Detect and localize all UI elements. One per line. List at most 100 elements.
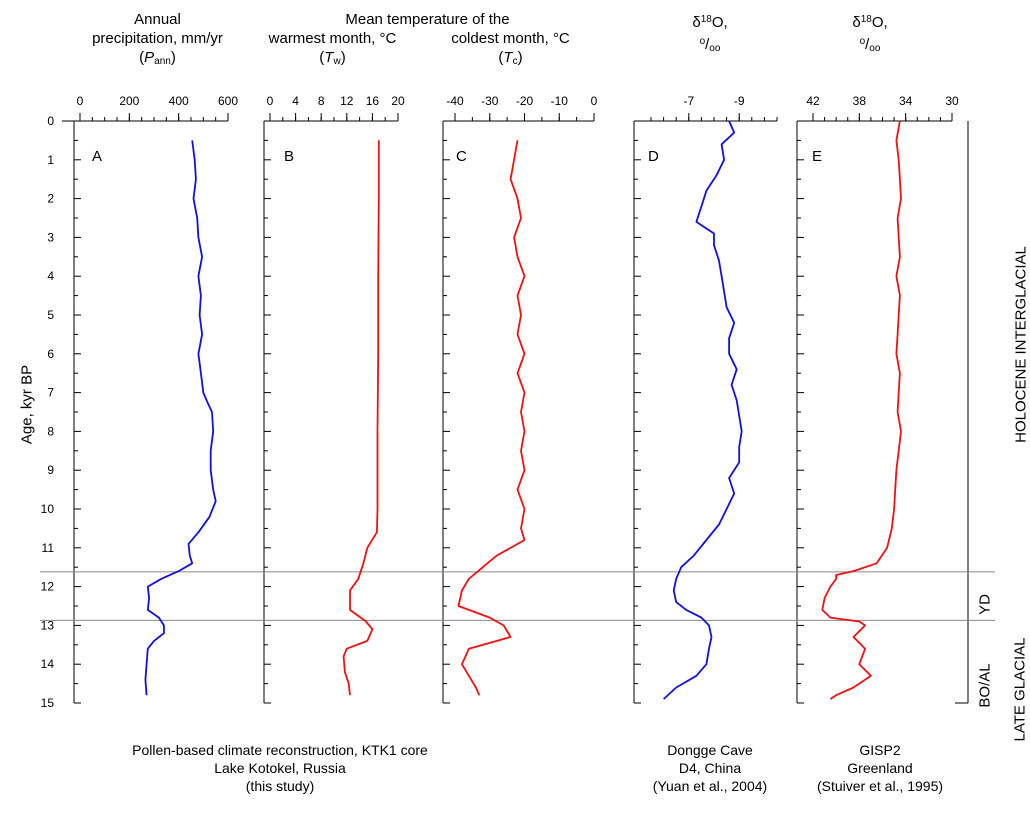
- x-tick-label: 0: [591, 94, 598, 108]
- header-precipitation-line2: precipitation, mm/yr: [92, 30, 223, 47]
- footer-pollen-line3: (this study): [245, 778, 315, 794]
- symbol-p-sub: ann: [154, 56, 171, 67]
- panel-label-a: A: [92, 148, 102, 165]
- y-tick-label: 11: [42, 541, 55, 555]
- isotope-mass: 18: [860, 14, 872, 25]
- y-tick-label: 0: [47, 114, 54, 128]
- y-tick-label: 15: [41, 696, 55, 710]
- period-yd: YD: [976, 594, 994, 615]
- panel-label-e: E: [812, 148, 822, 165]
- footer-gisp2: GISP2 Greenland (Stuiver et al., 1995): [800, 741, 960, 795]
- header-d18o-gisp2-line1: δ18O,: [815, 10, 925, 32]
- footer-pollen-line2: Lake Kotokel, Russia: [214, 760, 346, 776]
- series-line-c: [457, 140, 526, 696]
- x-tick-label: 0: [77, 94, 84, 108]
- y-tick-label: 8: [47, 424, 54, 438]
- header-precipitation: Annual precipitation, mm/yr (Pann): [70, 10, 245, 71]
- footer-gisp2-line3: (Stuiver et al., 1995): [816, 778, 944, 794]
- y-axis-label: Age, kyr BP: [18, 364, 36, 445]
- header-coldest-symbol: (Tc): [498, 49, 523, 67]
- y-tick-label: 9: [47, 463, 54, 477]
- symbol-p: P: [144, 49, 155, 66]
- footer-gisp2-line2: Greenland: [847, 760, 913, 776]
- oxygen-symbol: O,: [711, 14, 728, 31]
- symbol-tc-sub: c: [512, 56, 518, 67]
- x-tick-label: -9: [734, 94, 745, 108]
- x-tick-label: 16: [366, 94, 380, 108]
- footer-dongge-line2: D4, China: [678, 760, 742, 776]
- period-holocene: HOLOCENE INTERGLACIAL: [1012, 246, 1030, 443]
- y-tick-label: 6: [47, 347, 54, 361]
- x-tick-label: 20: [391, 94, 405, 108]
- x-tick-label: -40: [446, 94, 464, 108]
- y-tick-label: 2: [47, 192, 54, 206]
- footer-dongge-line3: (Yuan et al., 2004): [652, 778, 768, 794]
- symbol-tw: T: [324, 49, 334, 66]
- x-tick-label: -10: [551, 94, 569, 108]
- footer-dongge: Dongge Cave D4, China (Yuan et al., 2004…: [630, 741, 790, 795]
- y-tick-label: 13: [41, 618, 55, 632]
- header-d18o-gisp2: δ18O, o/oo: [815, 10, 925, 58]
- permil-sup: o: [699, 36, 706, 47]
- curves-layer: [144, 120, 902, 700]
- footer-dongge-line1: Dongge Cave: [667, 742, 753, 758]
- y-tick-label: 7: [47, 386, 54, 400]
- symbol-tc: T: [503, 49, 513, 66]
- x-tick-label: 30: [945, 94, 959, 108]
- panel-label-b: B: [284, 148, 294, 165]
- header-mean-temperature-title: Mean temperature of the: [345, 11, 510, 28]
- permil-sup: o: [859, 36, 866, 47]
- period-boal: BO/AL: [976, 663, 994, 708]
- header-d18o-dongge: δ18O, o/oo: [655, 10, 765, 58]
- delta-symbol: δ: [692, 14, 701, 31]
- footer-gisp2-line1: GISP2: [859, 742, 901, 758]
- x-tick-label: 0: [267, 94, 274, 108]
- isotope-mass: 18: [700, 14, 712, 25]
- header-coldest-line: coldest month, °C: [451, 30, 570, 47]
- x-tick-label: 8: [318, 94, 325, 108]
- series-line-d: [662, 120, 743, 700]
- period-late-glacial: LATE GLACIAL: [1011, 637, 1029, 742]
- delta-symbol: δ: [852, 14, 861, 31]
- header-coldest: coldest month, °C (Tc): [428, 29, 593, 71]
- header-precipitation-line1: Annual: [134, 11, 181, 28]
- y-tick-label: 14: [41, 657, 55, 671]
- x-tick-label: 200: [119, 94, 139, 108]
- series-line-a: [144, 140, 217, 696]
- header-mean-temperature: Mean temperature of the: [255, 10, 600, 29]
- x-tick-label: -30: [481, 94, 499, 108]
- x-tick-label: 400: [169, 94, 189, 108]
- header-d18o-gisp2-unit: o/oo: [859, 36, 881, 54]
- x-tick-label: 12: [340, 94, 354, 108]
- header-warmest: warmest month, °C (Tw): [250, 29, 415, 71]
- header-d18o-dongge-line1: δ18O,: [655, 10, 765, 32]
- panel-label-c: C: [456, 148, 467, 165]
- x-tick-label: 34: [899, 94, 913, 108]
- x-tick-label: 38: [853, 94, 867, 108]
- permil-sub: oo: [869, 43, 881, 54]
- x-tick-label: 42: [806, 94, 820, 108]
- series-line-b: [342, 140, 380, 696]
- header-d18o-dongge-unit: o/oo: [699, 36, 721, 54]
- y-tick-label: 10: [41, 502, 55, 516]
- permil-sub: oo: [709, 43, 721, 54]
- header-warmest-symbol: (Tw): [319, 49, 346, 67]
- footer-pollen-line1: Pollen-based climate reconstruction, KTK…: [132, 742, 428, 758]
- y-tick-label: 1: [47, 153, 54, 167]
- series-line-e: [821, 120, 902, 700]
- x-tick-label: -7: [683, 94, 694, 108]
- y-tick-label: 4: [47, 269, 54, 283]
- panel-label-d: D: [648, 148, 659, 165]
- oxygen-symbol: O,: [871, 14, 888, 31]
- header-warmest-line: warmest month, °C: [268, 30, 397, 47]
- y-tick-label: 3: [47, 230, 54, 244]
- symbol-tw-sub: w: [333, 56, 341, 67]
- x-tick-label: 600: [218, 94, 238, 108]
- y-tick-label: 5: [47, 308, 54, 322]
- header-precipitation-symbol: (Pann): [139, 49, 176, 67]
- footer-pollen: Pollen-based climate reconstruction, KTK…: [100, 741, 460, 795]
- x-tick-label: -20: [516, 94, 534, 108]
- y-tick-label: 12: [41, 580, 55, 594]
